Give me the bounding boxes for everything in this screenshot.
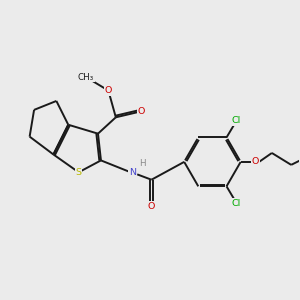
Text: N: N: [129, 168, 136, 177]
Text: S: S: [76, 168, 82, 177]
Text: O: O: [252, 158, 259, 166]
Text: CH₃: CH₃: [78, 73, 94, 82]
Text: Cl: Cl: [232, 199, 241, 208]
Text: Cl: Cl: [232, 116, 241, 125]
Text: H: H: [139, 160, 145, 169]
Text: O: O: [137, 107, 145, 116]
Text: O: O: [148, 202, 155, 211]
Text: O: O: [105, 86, 112, 95]
